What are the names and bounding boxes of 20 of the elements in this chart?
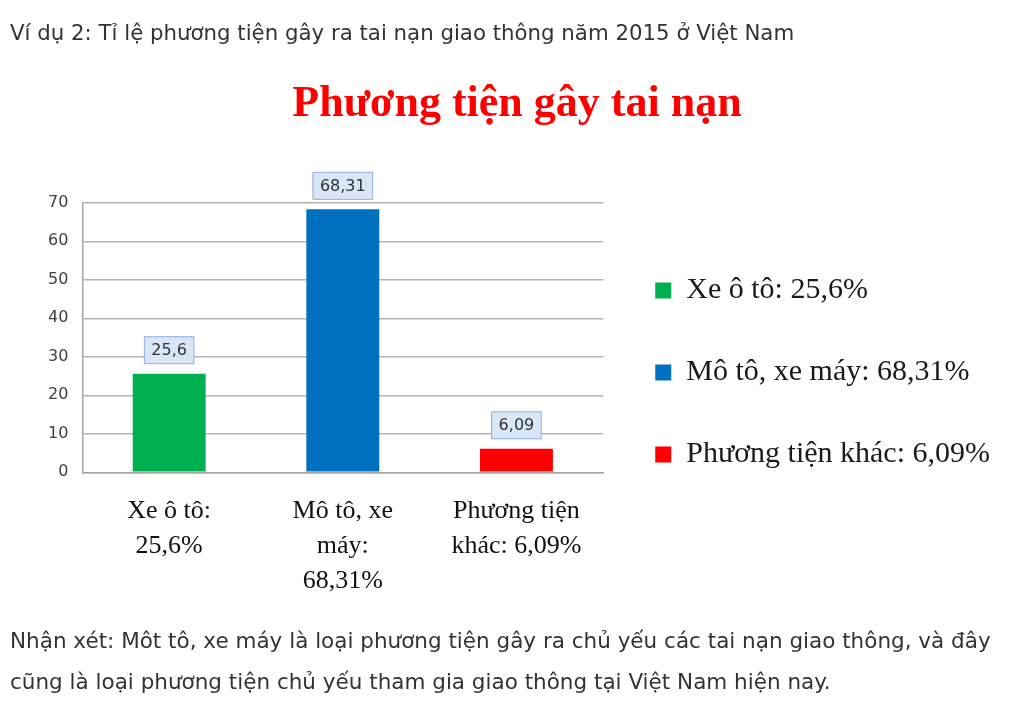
x-tick-label: Phương tiện khác: 6,09% — [451, 495, 582, 559]
y-tick-label: 10 — [48, 422, 69, 442]
y-tick-label: 20 — [48, 384, 69, 404]
data-label: 68,31 — [319, 175, 366, 195]
y-tick-label: 70 — [48, 191, 69, 211]
y-tick-label: 50 — [48, 268, 69, 288]
legend-label: Mô tô, xe máy: 68,31% — [686, 353, 970, 387]
y-tick-label: 30 — [48, 345, 69, 365]
legend-label: Xe ô tô: 25,6% — [686, 271, 868, 305]
x-tick-label: Xe ô tô: 25,6% — [127, 495, 212, 559]
data-label: 25,6 — [151, 340, 187, 360]
chart-title: Phương tiện gây tai nạn — [292, 76, 742, 126]
y-tick-label: 0 — [58, 461, 69, 481]
y-tick-label: 60 — [48, 230, 69, 250]
data-label: 6,09 — [498, 415, 535, 435]
text: Nhận xét: Môt tô, xe máy là loại phương tiện gây ra chủ yếu các tai nạn giao thông, và đây cũng là loại phương tiện chủ yếu tham gia giao thông tại Việt Nam hiện nay. — [10, 627, 992, 696]
legend-label: Phương tiện khác: 6,09% — [686, 435, 990, 469]
text: Ví dụ 2: Tỉ lệ phương tiện gây ra tai nạn giao thông năm 2015 ở Việt Nam — [10, 20, 795, 45]
x-tick-label: Mô tô, xe máy: 68,31% — [292, 495, 393, 594]
y-tick-label: 40 — [48, 307, 69, 327]
